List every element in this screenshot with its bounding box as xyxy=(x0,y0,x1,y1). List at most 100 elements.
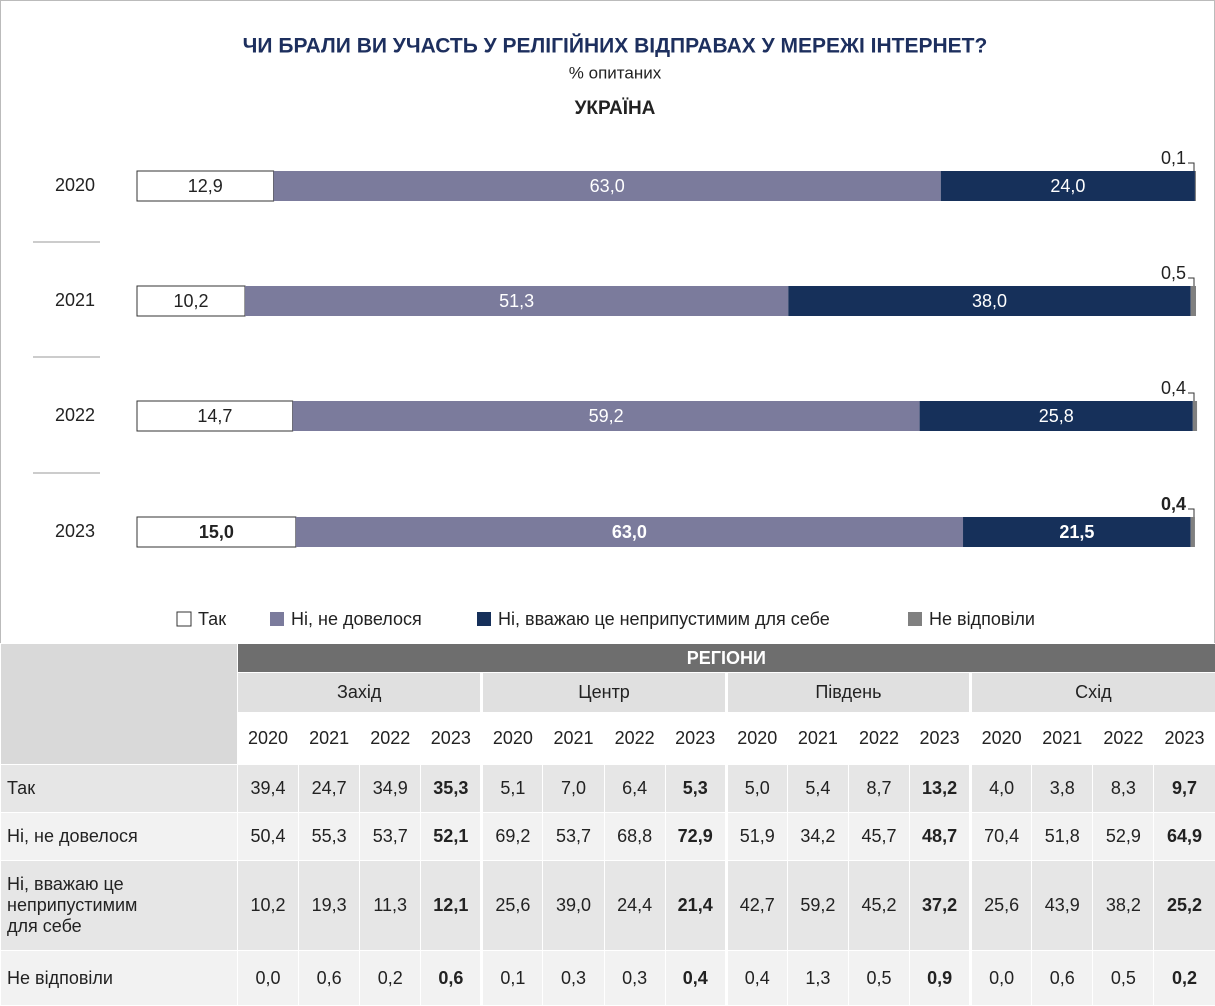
year-header: 2020 xyxy=(482,713,543,765)
value-label: 0,4 xyxy=(1161,494,1186,514)
row-label-text: Не відповіли xyxy=(7,968,232,989)
data-cell: 53,7 xyxy=(360,813,421,861)
row-label: Ні, вважаю це неприпустимим для себе xyxy=(1,861,238,951)
data-cell: 10,2 xyxy=(238,861,299,951)
data-cell: 42,7 xyxy=(726,861,787,951)
region-header: Південь xyxy=(726,673,970,713)
data-cell: 45,2 xyxy=(848,861,909,951)
chart: ЧИ БРАЛИ ВИ УЧАСТЬ У РЕЛІГІЙНИХ ВІДПРАВА… xyxy=(0,0,1215,643)
data-cell: 0,4 xyxy=(726,951,787,1006)
data-cell: 5,3 xyxy=(665,765,726,813)
data-cell: 48,7 xyxy=(910,813,971,861)
data-cell: 45,7 xyxy=(848,813,909,861)
category-label: 2021 xyxy=(55,290,95,310)
value-label: 10,2 xyxy=(173,291,208,311)
year-header: 2020 xyxy=(238,713,299,765)
year-header: 2020 xyxy=(726,713,787,765)
data-cell: 50,4 xyxy=(238,813,299,861)
data-cell: 39,0 xyxy=(543,861,604,951)
data-cell: 35,3 xyxy=(421,765,482,813)
region-header: Захід xyxy=(238,673,482,713)
region-header: Центр xyxy=(482,673,726,713)
data-cell: 68,8 xyxy=(604,813,665,861)
year-header: 2020 xyxy=(971,713,1032,765)
data-cell: 8,7 xyxy=(848,765,909,813)
value-label: 63,0 xyxy=(612,522,647,542)
year-header: 2021 xyxy=(1032,713,1093,765)
year-header: 2021 xyxy=(787,713,848,765)
chart-title: ЧИ БРАЛИ ВИ УЧАСТЬ У РЕЛІГІЙНИХ ВІДПРАВА… xyxy=(243,34,988,58)
value-label: 25,8 xyxy=(1039,406,1074,426)
data-cell: 0,3 xyxy=(604,951,665,1006)
row-label-text: Так xyxy=(7,778,232,799)
bar-segment xyxy=(1191,517,1195,547)
data-cell: 70,4 xyxy=(971,813,1032,861)
bar-segment xyxy=(1195,171,1196,201)
data-cell: 0,0 xyxy=(238,951,299,1006)
label-leader xyxy=(1188,509,1194,517)
year-header: 2023 xyxy=(910,713,971,765)
year-header: 2021 xyxy=(299,713,360,765)
data-cell: 0,5 xyxy=(848,951,909,1006)
value-label: 24,0 xyxy=(1050,176,1085,196)
data-cell: 11,3 xyxy=(360,861,421,951)
data-cell: 0,4 xyxy=(665,951,726,1006)
row-label: Ні, не довелося xyxy=(1,813,238,861)
legend-label: Ні, вважаю це неприпустимим для себе xyxy=(498,609,830,629)
data-cell: 59,2 xyxy=(787,861,848,951)
bar-segment xyxy=(1191,286,1196,316)
year-header: 2022 xyxy=(848,713,909,765)
legend-swatch xyxy=(177,612,191,626)
data-cell: 24,4 xyxy=(604,861,665,951)
data-cell: 0,6 xyxy=(421,951,482,1006)
data-cell: 12,1 xyxy=(421,861,482,951)
data-cell: 43,9 xyxy=(1032,861,1093,951)
row-label: Не відповіли xyxy=(1,951,238,1006)
data-cell: 25,6 xyxy=(971,861,1032,951)
data-cell: 19,3 xyxy=(299,861,360,951)
data-cell: 0,5 xyxy=(1093,951,1154,1006)
header-row: РЕГІОНИ xyxy=(1,644,1215,673)
data-cell: 3,8 xyxy=(1032,765,1093,813)
data-cell: 25,2 xyxy=(1154,861,1215,951)
value-label: 21,5 xyxy=(1059,522,1094,542)
data-cell: 69,2 xyxy=(482,813,543,861)
value-label: 0,1 xyxy=(1161,148,1186,168)
value-label: 63,0 xyxy=(590,176,625,196)
data-cell: 8,3 xyxy=(1093,765,1154,813)
data-cell: 52,9 xyxy=(1093,813,1154,861)
data-cell: 0,3 xyxy=(543,951,604,1006)
data-cell: 5,1 xyxy=(482,765,543,813)
data-cell: 52,1 xyxy=(421,813,482,861)
value-label: 38,0 xyxy=(972,291,1007,311)
year-header: 2023 xyxy=(1154,713,1215,765)
data-cell: 5,4 xyxy=(787,765,848,813)
value-label: 0,5 xyxy=(1161,263,1186,283)
legend-label: Ні, не довелося xyxy=(291,609,422,629)
row-label-text: Ні, не довелося xyxy=(7,826,232,847)
data-cell: 0,9 xyxy=(910,951,971,1006)
legend-swatch xyxy=(908,612,922,626)
data-cell: 13,2 xyxy=(910,765,971,813)
data-cell: 34,2 xyxy=(787,813,848,861)
category-label: 2020 xyxy=(55,175,95,195)
data-cell: 64,9 xyxy=(1154,813,1215,861)
legend-swatch xyxy=(270,612,284,626)
row-label: Так xyxy=(1,765,238,813)
data-cell: 55,3 xyxy=(299,813,360,861)
value-label: 15,0 xyxy=(199,522,234,542)
value-label: 14,7 xyxy=(197,406,232,426)
legend-swatch xyxy=(477,612,491,626)
value-label: 0,4 xyxy=(1161,378,1186,398)
category-label: 2023 xyxy=(55,521,95,541)
category-label: 2022 xyxy=(55,405,95,425)
data-cell: 39,4 xyxy=(238,765,299,813)
data-cell: 51,9 xyxy=(726,813,787,861)
chart-heading: УКРАЇНА xyxy=(575,98,656,119)
data-cell: 1,3 xyxy=(787,951,848,1006)
